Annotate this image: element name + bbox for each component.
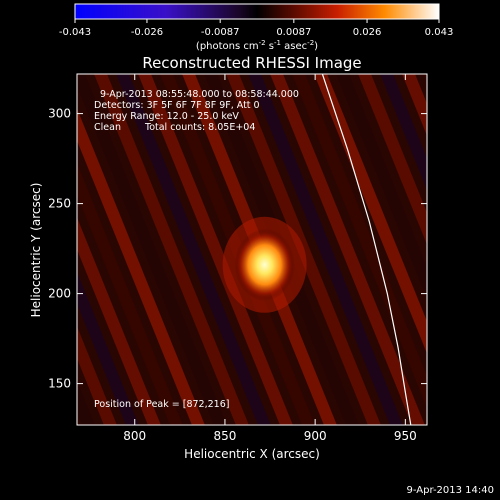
solar-limb	[321, 74, 412, 425]
annotation-detectors: Detectors: 3F 5F 6F 7F 8F 9F, Att 0	[94, 100, 260, 111]
sidelobe-stripe	[0, 0, 1, 500]
sidelobe-stripe	[77, 74, 221, 425]
y-axis-ticks: 150 200 250 300	[48, 107, 427, 391]
sidelobe-stripe	[77, 74, 243, 425]
sidelobe-stripe	[77, 74, 265, 425]
y-tick-label: 150	[48, 377, 71, 391]
sidelobe-stripe	[428, 0, 500, 500]
colorbar-tick-label: 0.026	[353, 27, 382, 38]
plot-frame	[76, 73, 428, 426]
sidelobe-stripe	[77, 74, 199, 425]
sidelobe-stripe	[98, 74, 331, 425]
y-tick-label: 250	[48, 197, 71, 211]
sidelobe-stripe	[77, 74, 309, 425]
sidelobe-stripe	[77, 74, 89, 425]
annotation-time-range: 9-Apr-2013 08:55:48.000 to 08:58:44.000	[100, 89, 299, 100]
colorbar-tick-label: -0.0087	[201, 27, 240, 38]
annotation-counts: Total counts: 8.05E+04	[144, 122, 255, 133]
x-axis-label: Heliocentric X (arcsec)	[184, 447, 320, 461]
colorbar-tick-label: 0.0087	[276, 27, 311, 38]
sidelobe-stripe	[362, 74, 427, 425]
x-tick-label: 800	[123, 429, 146, 443]
colorbar-ticks: -0.043 -0.026 -0.0087 0.0087 0.026 0.043	[59, 19, 453, 38]
annotations: 9-Apr-2013 08:55:48.000 to 08:58:44.000 …	[94, 89, 299, 410]
footer-date: 9-Apr-2013 14:40	[406, 485, 494, 496]
sidelobe-stripe	[77, 74, 155, 425]
sidelobe-stripe	[0, 0, 23, 500]
flare-source	[234, 228, 295, 301]
x-tick-label: 850	[213, 429, 236, 443]
sidelobe-stripe	[77, 74, 287, 425]
x-tick-label: 950	[394, 429, 417, 443]
colorbar-units: (photons cm-2 s-1 asec-2)	[196, 39, 318, 52]
y-tick-label: 200	[48, 287, 71, 301]
sidelobe-stripe	[296, 74, 427, 425]
colorbar-tick-label: -0.026	[131, 27, 163, 38]
annotation-energy: Energy Range: 12.0 - 25.0 keV	[94, 111, 239, 122]
colorbar: -0.043 -0.026 -0.0087 0.0087 0.026 0.043 (pho…	[59, 3, 453, 52]
sidelobe-stripe	[340, 74, 427, 425]
colorbar-gradient	[74, 3, 440, 20]
x-axis-ticks: 800 850 900 950	[123, 74, 417, 443]
chart-title: Reconstructed RHESSI Image	[142, 54, 361, 72]
colorbar-tick-label: -0.043	[59, 27, 91, 38]
y-axis-label: Heliocentric Y (arcsec)	[29, 183, 43, 318]
sidelobe-stripe	[274, 74, 427, 425]
annotation-peak: Position of Peak = [872,216]	[94, 399, 229, 410]
x-tick-label: 900	[304, 429, 327, 443]
annotation-clean: Clean	[94, 122, 121, 133]
sidelobe-stripe	[77, 74, 177, 425]
colorbar-tick-label: 0.043	[425, 27, 454, 38]
sidelobe-stripe	[318, 74, 427, 425]
y-tick-label: 300	[48, 107, 71, 121]
sidelobe-stripe	[208, 74, 427, 425]
